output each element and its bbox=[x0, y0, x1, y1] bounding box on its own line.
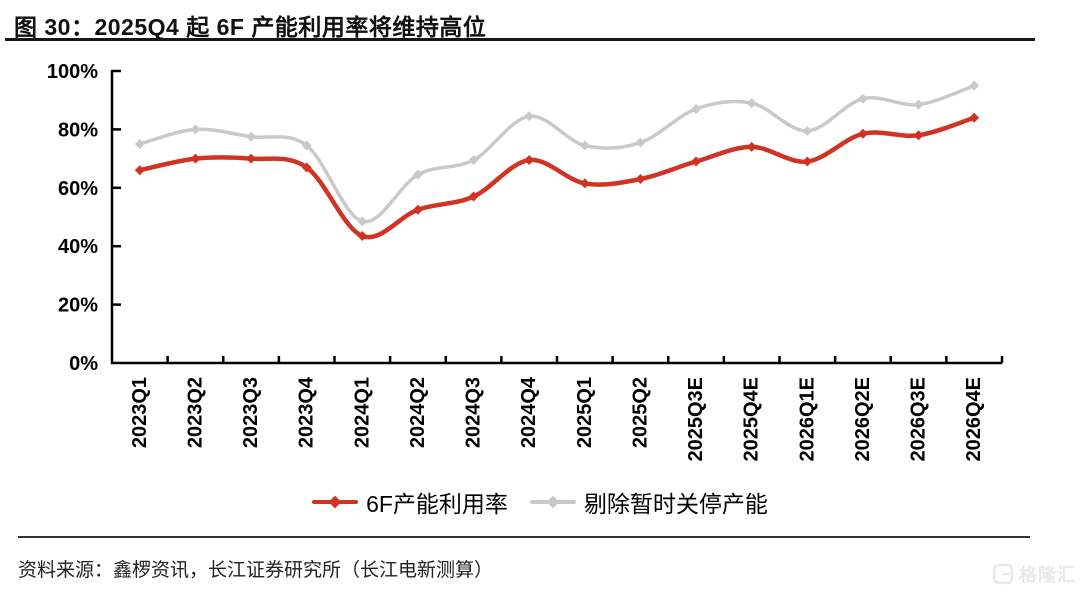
x-axis-label: 2025Q2 bbox=[629, 377, 651, 448]
source-divider bbox=[18, 536, 1030, 538]
x-axis-label: 2023Q1 bbox=[129, 377, 151, 448]
series-marker-1 bbox=[802, 125, 813, 136]
series-line-0 bbox=[137, 115, 977, 240]
series-marker-1 bbox=[134, 139, 145, 149]
line-chart: 0% 20% 40% 60% 80% 100% 2023Q1 2023Q2 2023Q3 2023… bbox=[47, 61, 1004, 462]
series-marker-1 bbox=[691, 103, 702, 114]
red-line-swatch bbox=[312, 495, 359, 509]
series-marker-0 bbox=[579, 178, 590, 189]
series-marker-0 bbox=[301, 162, 312, 173]
legend-item-excl-shutdown: 剔除暂时关停产能 bbox=[529, 485, 768, 519]
series-marker-1 bbox=[357, 216, 368, 227]
source-text: 资料来源：鑫椤资讯，长江证券研究所（长江电新测算） bbox=[18, 560, 494, 581]
chart-legend: 6F产能利用率 剔除暂时关停产能 bbox=[0, 485, 1080, 519]
series-marker-0 bbox=[246, 153, 257, 164]
gray-line-swatch bbox=[529, 495, 576, 509]
series-marker-0 bbox=[746, 141, 757, 152]
series-marker-1 bbox=[524, 111, 535, 122]
x-axis-label: 2026Q3E bbox=[908, 377, 930, 462]
series-marker-0 bbox=[857, 128, 868, 139]
axis-lines bbox=[110, 70, 1002, 365]
x-axis-label: 2024Q4 bbox=[518, 376, 540, 448]
series-marker-1 bbox=[412, 169, 423, 180]
series-marker-0 bbox=[913, 130, 924, 141]
y-axis-label: 20% bbox=[58, 295, 98, 317]
series-marker-1 bbox=[190, 124, 201, 135]
series-marker-1 bbox=[246, 131, 257, 142]
series-marker-0 bbox=[468, 191, 479, 202]
watermark-text: 格隆汇 bbox=[1019, 565, 1076, 585]
series-marker-0 bbox=[802, 156, 813, 167]
title-underline bbox=[5, 38, 1035, 41]
series-marker-1 bbox=[468, 155, 479, 166]
series-marker-0 bbox=[635, 174, 646, 185]
series-marker-1 bbox=[579, 140, 590, 151]
x-axis-label: 2026Q2E bbox=[852, 377, 874, 462]
series-line-1 bbox=[138, 83, 976, 224]
series-marker-1 bbox=[969, 80, 980, 91]
x-axis-label: 2025Q4E bbox=[741, 377, 763, 462]
gelonghui-g-logo-icon bbox=[992, 563, 1014, 585]
y-axis-label: 0% bbox=[69, 353, 98, 375]
y-axis-label: 80% bbox=[58, 119, 98, 141]
series-marker-0 bbox=[357, 230, 368, 241]
x-axis-label: 2026Q4E bbox=[963, 377, 985, 462]
legend-label: 6F产能利用率 bbox=[366, 491, 508, 517]
figure-title: 图 30：2025Q4 起 6F 产能利用率将维持高位 bbox=[14, 14, 487, 40]
legend-item-utilization: 6F产能利用率 bbox=[312, 485, 508, 519]
series-marker-1 bbox=[746, 98, 757, 109]
series-marker-0 bbox=[134, 165, 145, 176]
y-axis-label: 100% bbox=[47, 61, 98, 83]
x-axis-label: 2024Q1 bbox=[351, 377, 373, 448]
series-marker-0 bbox=[969, 112, 980, 123]
gelonghui-watermark: 格隆汇 bbox=[992, 561, 1076, 587]
x-axis-label: 2025Q1 bbox=[574, 377, 596, 448]
y-axis-label: 40% bbox=[58, 236, 98, 258]
x-axis-label: 2024Q3 bbox=[463, 377, 485, 448]
series-marker-0 bbox=[524, 155, 535, 166]
series-marker-1 bbox=[857, 93, 868, 104]
x-axis-label: 2023Q3 bbox=[240, 377, 262, 448]
legend-label: 剔除暂时关停产能 bbox=[583, 491, 768, 517]
y-axis-label: 60% bbox=[58, 178, 98, 200]
series-marker-0 bbox=[190, 153, 201, 164]
x-axis-label: 2026Q1E bbox=[796, 377, 818, 462]
series-marker-1 bbox=[913, 99, 924, 110]
x-axis-label: 2024Q2 bbox=[407, 377, 429, 448]
series-marker-1 bbox=[301, 140, 312, 151]
series-marker-0 bbox=[691, 156, 702, 167]
x-axis-label: 2023Q4 bbox=[296, 376, 318, 448]
series-marker-1 bbox=[635, 137, 646, 148]
series-marker-0 bbox=[412, 204, 423, 215]
diamond-marker-icon bbox=[328, 495, 342, 509]
diamond-marker-icon bbox=[546, 495, 560, 509]
x-axis-label: 2023Q2 bbox=[184, 377, 206, 448]
x-axis-label: 2025Q3E bbox=[685, 377, 707, 462]
